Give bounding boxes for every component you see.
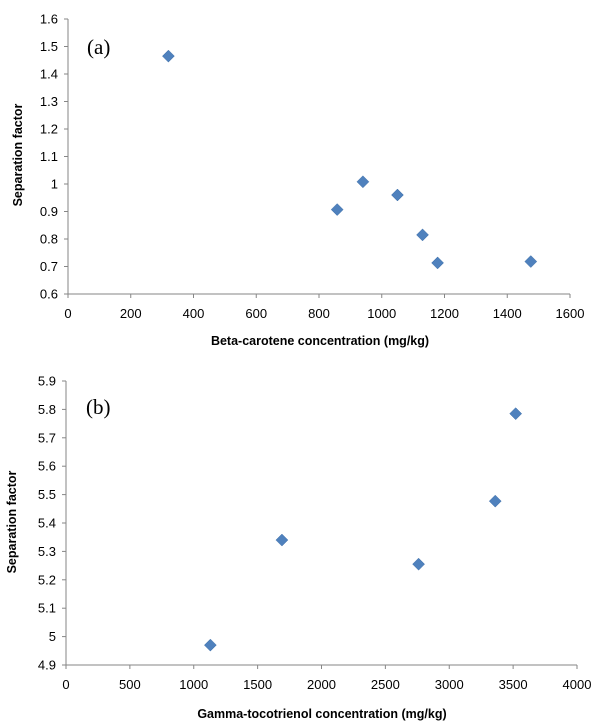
panel-a-x-tick-label: 0 xyxy=(64,306,71,321)
panel-b-data-point xyxy=(275,533,289,547)
panel-a-data-point xyxy=(356,175,370,189)
panel-a-y-tick-label: 1.6 xyxy=(40,12,58,27)
panel-b-x-tick-label: 3000 xyxy=(435,677,464,692)
panel-b-y-tick-label: 5.1 xyxy=(38,601,56,616)
panel-b-data-point xyxy=(412,557,425,571)
panel-a-x-tick-label: 1400 xyxy=(493,306,522,321)
chart-panel-a: (a) Separation factor Beta-carotene conc… xyxy=(11,12,584,349)
panel-a-data-point xyxy=(162,49,175,63)
panel-a-y-tick-label: 0.7 xyxy=(40,259,58,274)
panel-a-plot-area: 0.6 0.7 0.8 0.9 1 1.1 1.2 1.3 1.4 1.5 1.6 0 200 400 60… xyxy=(40,12,585,322)
panel-b-x-tick-label: 2000 xyxy=(307,677,336,692)
panel-b-y-tick-label: 4.9 xyxy=(38,658,56,673)
panel-a-x-axis-title: Beta-carotene concentration (mg/kg) xyxy=(211,334,429,348)
panel-a-x-tick-label: 400 xyxy=(183,306,205,321)
panel-b-x-tick-label: 3500 xyxy=(499,677,528,692)
panel-a-label: (a) xyxy=(87,35,110,59)
panel-a-x-tick-label: 1200 xyxy=(430,306,459,321)
panel-b-x-tick-label: 1500 xyxy=(243,677,272,692)
panel-b-y-tick-label: 5.9 xyxy=(38,374,56,389)
panel-a-y-tick-label: 1.5 xyxy=(40,39,58,54)
panel-b-data-point xyxy=(488,494,502,508)
panel-a-y-tick-label: 0.6 xyxy=(40,287,58,302)
panel-a-x-tick-label: 600 xyxy=(245,306,267,321)
panel-a-y-axis-title: Separation factor xyxy=(11,103,25,206)
panel-b-y-tick-label: 5.6 xyxy=(38,459,56,474)
panel-b-x-axis-title: Gamma-tocotrienol concentration (mg/kg) xyxy=(197,707,446,721)
panel-b-y-tick-label: 5.7 xyxy=(38,430,56,445)
panel-a-data-point xyxy=(416,228,429,242)
panel-a-y-tick-label: 1.2 xyxy=(40,122,58,137)
panel-b-data-point xyxy=(204,638,217,652)
panel-a-y-tick-label: 1 xyxy=(51,177,58,192)
panel-a-x-tick-label: 1000 xyxy=(367,306,396,321)
panel-b-y-axis-title: Separation factor xyxy=(5,470,19,573)
panel-a-x-tick-label: 800 xyxy=(308,306,330,321)
panel-a-y-tick-label: 1.4 xyxy=(40,67,58,82)
panel-a-data-point xyxy=(524,255,538,268)
panel-b-label: (b) xyxy=(86,395,111,419)
panel-b-x-tick-label: 2500 xyxy=(371,677,400,692)
panel-a-x-tick-label: 1600 xyxy=(556,306,585,321)
panel-a-data-point xyxy=(330,203,344,216)
panel-b-y-tick-label: 5.5 xyxy=(38,487,56,502)
panel-b-y-tick-label: 5.3 xyxy=(38,544,56,559)
panel-a-x-tick-label: 200 xyxy=(120,306,142,321)
panel-b-y-tick-label: 5.2 xyxy=(38,572,56,587)
panel-a-y-tick-label: 1.1 xyxy=(40,149,58,164)
panel-b-y-tick-label: 5 xyxy=(49,629,56,644)
panel-a-data-point xyxy=(391,188,404,202)
panel-b-y-tick-label: 5.4 xyxy=(38,516,56,531)
panel-b-x-tick-label: 0 xyxy=(62,677,69,692)
chart-panel-b: (b) Separation factor Gamma-tocotrienol … xyxy=(5,374,591,722)
panel-b-x-tick-label: 1000 xyxy=(179,677,208,692)
panel-b-data-point xyxy=(509,407,523,421)
panel-a-data-point xyxy=(431,256,444,270)
panel-a-y-tick-label: 0.9 xyxy=(40,204,58,219)
panel-b-plot-area: 4.9 5 5.1 5.2 5.3 5.4 5.5 5.6 5.7 5.8 5.9 0 500 1000 1… xyxy=(38,374,592,693)
panel-b-x-tick-label: 500 xyxy=(119,677,141,692)
panel-b-x-tick-label: 4000 xyxy=(563,677,592,692)
panel-a-y-tick-label: 0.8 xyxy=(40,232,58,247)
panel-b-y-tick-label: 5.8 xyxy=(38,402,56,417)
panel-a-y-tick-label: 1.3 xyxy=(40,94,58,109)
